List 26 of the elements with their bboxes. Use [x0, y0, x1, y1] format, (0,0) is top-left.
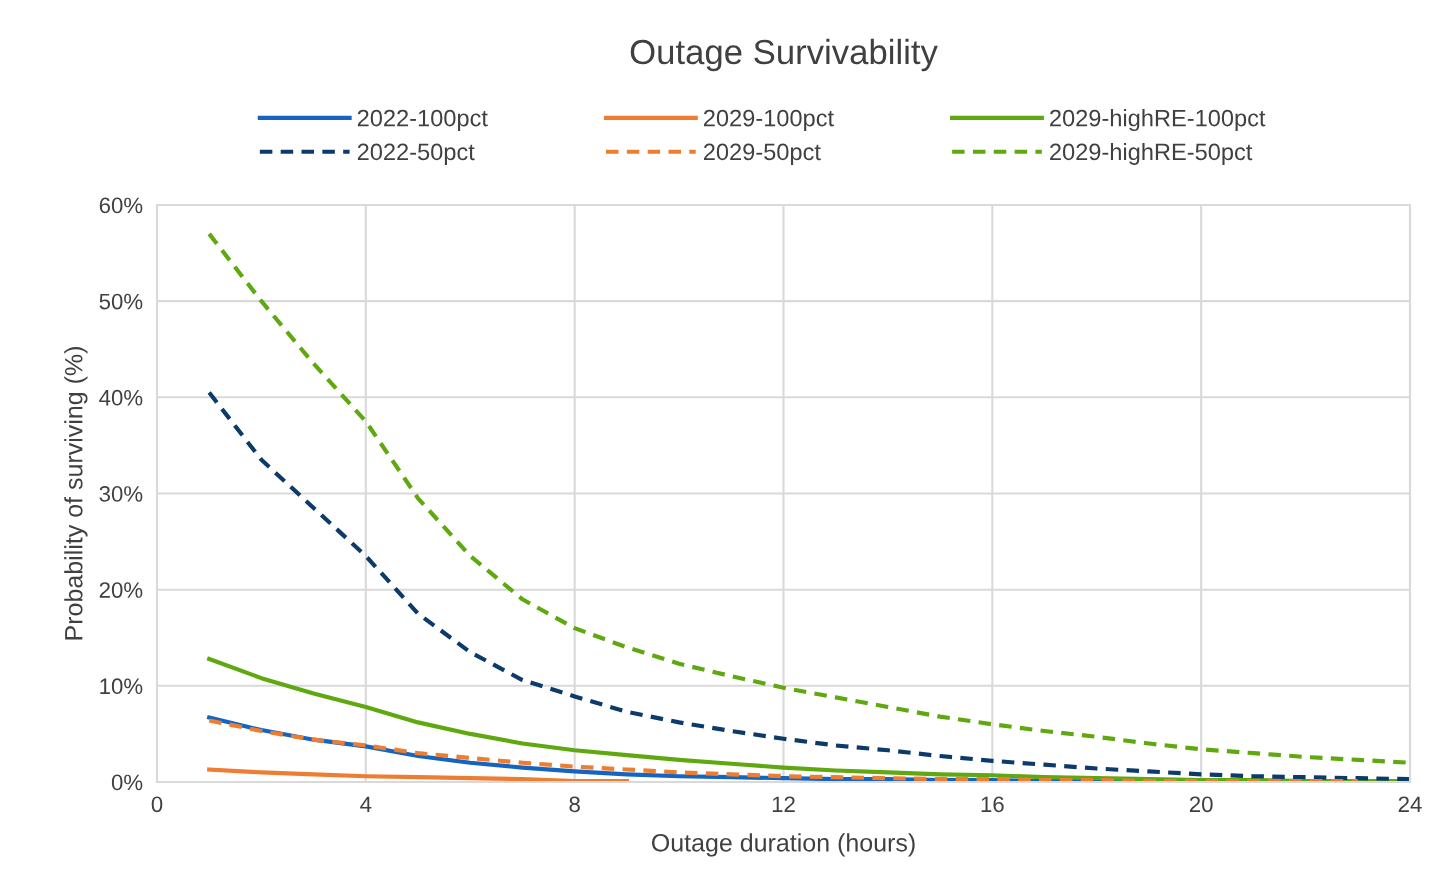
legend-label: 2029-100pct	[703, 109, 834, 132]
x-tick-label: 0	[151, 796, 163, 813]
legend-label: 2029-highRE-100pct	[1050, 109, 1266, 132]
y-axis-title: Probability of surviving (%)	[64, 347, 88, 640]
legend-label: 2022-100pct	[357, 109, 488, 132]
x-tick-label: 4	[360, 796, 372, 812]
legend-label: 2029-highRE-50pct	[1050, 142, 1253, 165]
x-tick-label: 20	[1189, 796, 1213, 813]
y-tick-label: 0%	[111, 774, 143, 791]
chart-title: Outage Survivability	[630, 38, 938, 72]
legend-label: 2022-50pct	[357, 143, 475, 165]
line-series	[207, 390, 1410, 782]
x-tick-label: 24	[1398, 796, 1422, 812]
line-series	[207, 767, 629, 782]
y-tick-label: 60%	[99, 197, 143, 214]
y-tick-label: 10%	[100, 678, 143, 695]
x-tick-label: 8	[569, 796, 580, 813]
line-series	[207, 718, 1360, 782]
y-tick-label: 20%	[99, 582, 143, 598]
x-tick-label: 12	[772, 796, 795, 812]
x-axis-title: Outage duration (hours)	[651, 833, 915, 857]
x-tick-label: 16	[981, 796, 1004, 813]
y-tick-label: 30%	[99, 486, 143, 502]
legend-label: 2029-50pct	[703, 143, 821, 165]
y-tick-label: 40%	[99, 389, 143, 406]
y-tick-label: 50%	[99, 293, 143, 310]
